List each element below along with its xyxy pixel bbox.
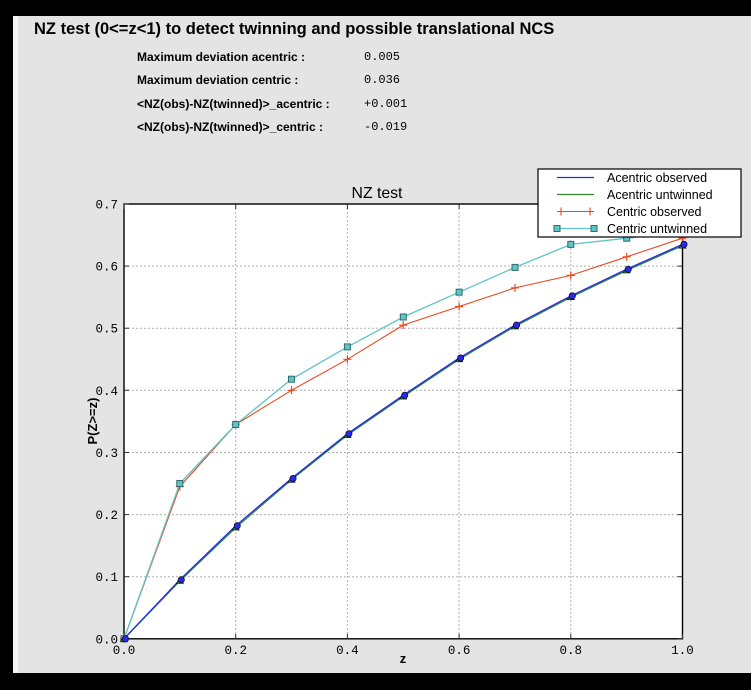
svg-text:Centric untwinned: Centric untwinned (607, 222, 707, 236)
svg-text:Acentric untwinned: Acentric untwinned (607, 188, 713, 202)
svg-text:0.0: 0.0 (113, 644, 136, 658)
svg-text:0.2: 0.2 (224, 644, 247, 658)
svg-text:0.7: 0.7 (95, 199, 118, 213)
svg-text:NZ test: NZ test (352, 185, 404, 202)
svg-text:z: z (400, 651, 407, 666)
svg-text:0.8: 0.8 (560, 644, 583, 658)
svg-text:Centric observed: Centric observed (607, 205, 702, 219)
svg-text:0.4: 0.4 (336, 644, 359, 658)
svg-text:0.2: 0.2 (95, 509, 118, 523)
svg-text:Acentric observed: Acentric observed (607, 171, 707, 185)
svg-text:P(Z>=z): P(Z>=z) (85, 398, 100, 445)
svg-text:0.6: 0.6 (95, 261, 118, 275)
svg-text:0.3: 0.3 (95, 447, 118, 461)
svg-text:0.4: 0.4 (95, 385, 118, 399)
svg-text:0.6: 0.6 (448, 644, 471, 658)
svg-text:0.5: 0.5 (95, 323, 118, 337)
svg-text:0.1: 0.1 (95, 571, 118, 585)
svg-text:1.0: 1.0 (671, 644, 694, 658)
